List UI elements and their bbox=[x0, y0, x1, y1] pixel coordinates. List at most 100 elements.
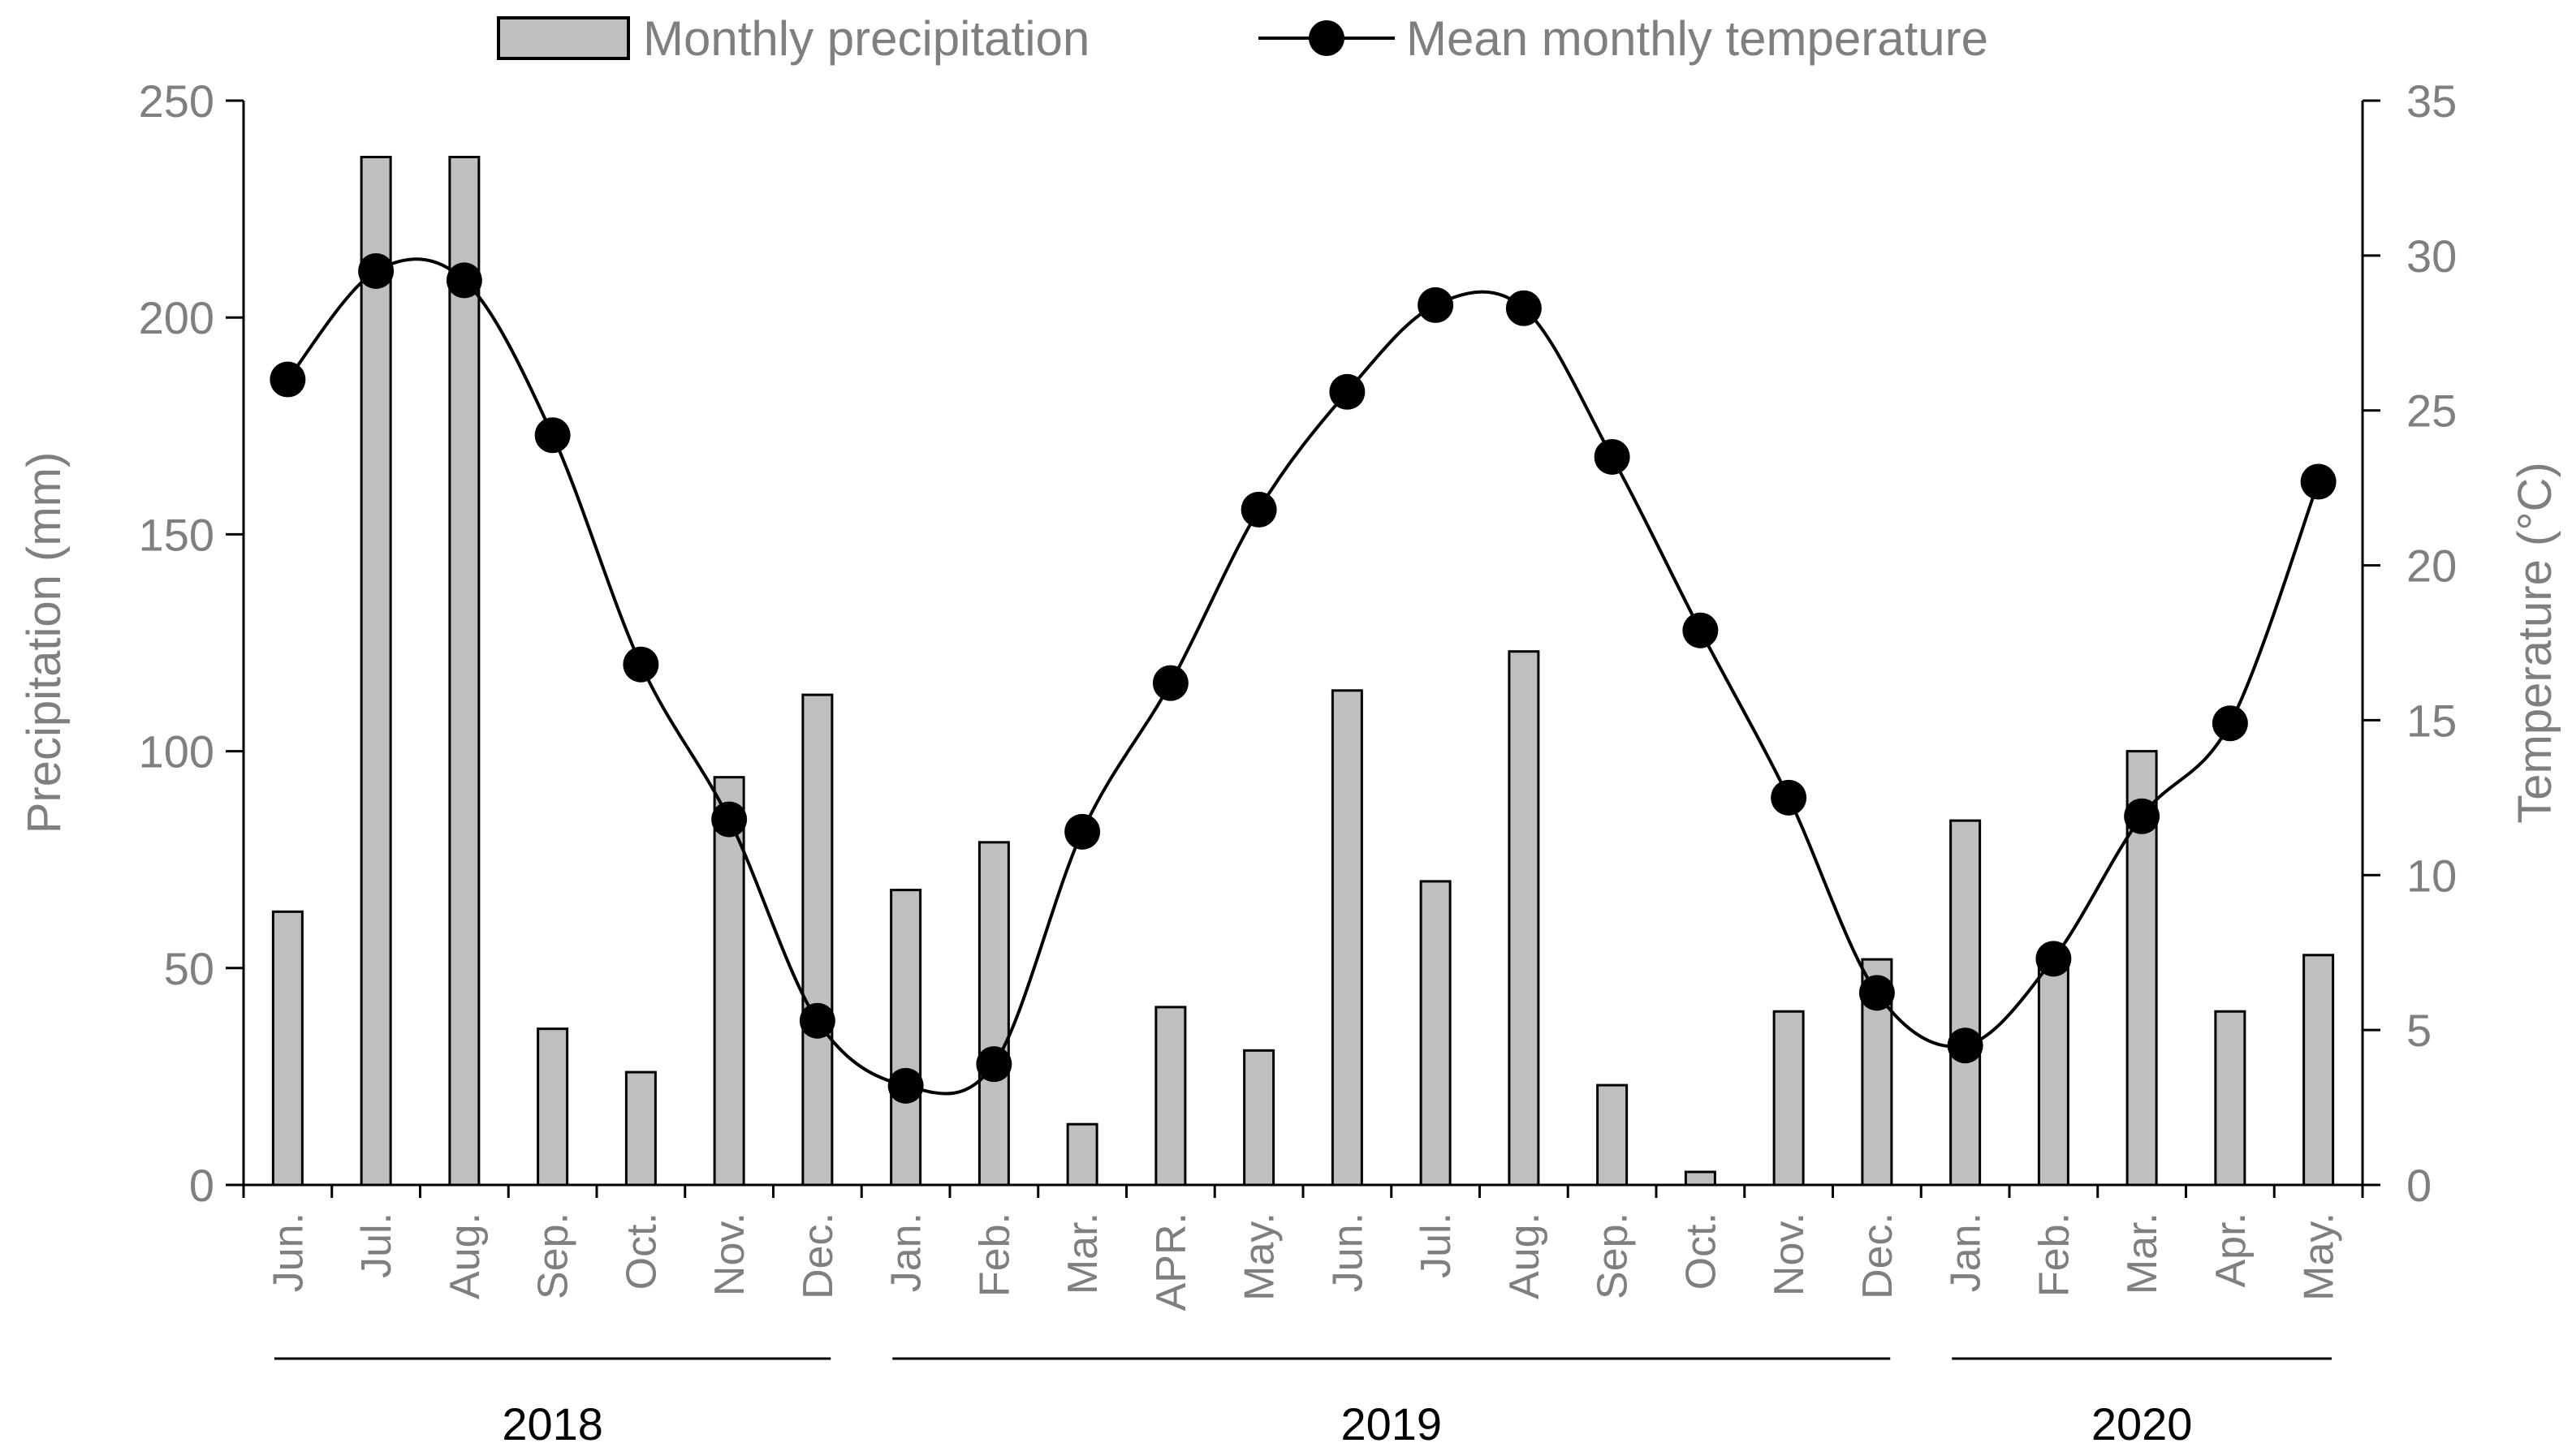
precip-bar bbox=[2214, 1010, 2246, 1187]
temperature-point bbox=[1418, 286, 1454, 323]
temperature-point bbox=[446, 262, 482, 299]
month-label: May. bbox=[2296, 1213, 2343, 1301]
month-label: Aug. bbox=[442, 1213, 489, 1299]
month-label: APR. bbox=[1148, 1213, 1195, 1311]
left-tick-label: 0 bbox=[189, 1160, 214, 1211]
temperature-point bbox=[1064, 813, 1101, 850]
precip-bar bbox=[1684, 1170, 1716, 1187]
month-label: Feb. bbox=[971, 1213, 1018, 1297]
precip-bar bbox=[1243, 1049, 1275, 1187]
right-tick-label: 10 bbox=[2406, 850, 2457, 901]
year-label: 2019 bbox=[1340, 1398, 1442, 1450]
precip-bar bbox=[1154, 1006, 1187, 1187]
left-tick-label: 200 bbox=[139, 292, 214, 343]
temperature-point bbox=[2124, 798, 2160, 834]
right-tick-label: 0 bbox=[2406, 1160, 2432, 1211]
temperature-point bbox=[2212, 705, 2248, 742]
left-tick-label: 150 bbox=[139, 509, 214, 560]
precip-bar bbox=[1419, 880, 1452, 1187]
precip-bar bbox=[1772, 1010, 1805, 1187]
legend: Monthly precipitation Mean monthly temper… bbox=[497, 11, 1988, 66]
precip-bar bbox=[1508, 650, 1540, 1187]
month-label: Dec. bbox=[1854, 1213, 1901, 1299]
temperature-point bbox=[711, 801, 748, 838]
legend-point-swatch bbox=[1309, 20, 1344, 56]
temperature-point bbox=[2300, 463, 2337, 500]
precip-bar bbox=[360, 155, 392, 1187]
month-label: Feb. bbox=[2030, 1213, 2078, 1297]
legend-bar-swatch bbox=[497, 16, 630, 60]
precip-bar bbox=[624, 1070, 657, 1187]
left-tick-label: 250 bbox=[139, 75, 214, 127]
month-label: Nov. bbox=[1766, 1213, 1813, 1296]
temperature-point bbox=[1947, 1027, 1983, 1064]
month-label: Jul. bbox=[353, 1213, 400, 1278]
temperature-point bbox=[1858, 975, 1895, 1011]
precip-bar bbox=[2037, 967, 2069, 1187]
temperature-point bbox=[2035, 941, 2072, 977]
precip-bar bbox=[2302, 954, 2335, 1187]
temperature-point bbox=[1771, 779, 1807, 816]
precip-bar bbox=[1949, 819, 1982, 1187]
month-label: Sep. bbox=[1590, 1213, 1637, 1299]
temperature-point bbox=[1329, 373, 1366, 410]
temperature-point bbox=[1505, 290, 1542, 326]
precip-bar bbox=[1331, 689, 1363, 1187]
right-tick-label: 20 bbox=[2406, 541, 2457, 592]
temperature-point bbox=[1241, 491, 1277, 528]
precip-bar bbox=[448, 155, 481, 1187]
temperature-point bbox=[1152, 665, 1189, 701]
right-axis-title: Temperature (°C) bbox=[2509, 462, 2561, 823]
temperature-point bbox=[534, 417, 571, 454]
precip-bar bbox=[1596, 1083, 1629, 1187]
month-label: Aug. bbox=[1501, 1213, 1548, 1299]
temperature-point bbox=[358, 252, 395, 289]
temperature-point bbox=[1594, 438, 1630, 475]
temperature-point bbox=[270, 361, 306, 398]
month-label: Apr. bbox=[2207, 1213, 2255, 1288]
month-label: Jan. bbox=[1943, 1213, 1990, 1292]
precipitation-bars bbox=[271, 155, 2335, 1187]
left-tick-label: 50 bbox=[164, 943, 214, 994]
axis-labels: 0 50 100 150 200 250 0 5 10 15 20 25 30 35 Jun. Jul. Aug… bbox=[18, 75, 2561, 1450]
month-label: Oct. bbox=[1677, 1213, 1724, 1290]
precip-bar bbox=[537, 1027, 569, 1187]
month-label: May. bbox=[1236, 1213, 1284, 1301]
month-label: Mar. bbox=[1059, 1213, 1107, 1294]
month-label: Jun. bbox=[265, 1213, 312, 1292]
right-tick-label: 15 bbox=[2406, 695, 2457, 746]
temperature-curve bbox=[286, 257, 2320, 1096]
left-axis-title: Precipitation (mm) bbox=[18, 452, 71, 834]
precip-bar bbox=[271, 910, 304, 1187]
month-label: Jan. bbox=[883, 1213, 930, 1292]
right-tick-label: 30 bbox=[2406, 230, 2457, 282]
legend-label-precipitation: Monthly precipitation bbox=[643, 11, 1090, 66]
month-label: Sep. bbox=[530, 1213, 577, 1299]
legend-label-temperature: Mean monthly temperature bbox=[1406, 11, 1988, 66]
precip-bar bbox=[1066, 1122, 1098, 1187]
temperature-point bbox=[1682, 612, 1719, 648]
precip-bar bbox=[713, 776, 745, 1187]
year-label: 2018 bbox=[502, 1398, 603, 1450]
month-label: Jul. bbox=[1413, 1213, 1460, 1278]
right-tick-label: 25 bbox=[2406, 386, 2457, 437]
right-tick-label: 35 bbox=[2406, 75, 2457, 127]
temperature-point bbox=[799, 1002, 835, 1039]
precip-bar bbox=[890, 889, 922, 1187]
temperature-point bbox=[623, 646, 659, 683]
axes bbox=[226, 99, 2380, 1360]
month-label: Oct. bbox=[618, 1213, 665, 1290]
temperature-point bbox=[887, 1067, 924, 1104]
temperature-line bbox=[270, 252, 2337, 1104]
month-label: Mar. bbox=[2119, 1213, 2166, 1294]
month-label: Nov. bbox=[706, 1213, 753, 1296]
temperature-point bbox=[976, 1046, 1012, 1083]
month-label: Dec. bbox=[795, 1213, 842, 1299]
right-tick-label: 5 bbox=[2406, 1005, 2432, 1056]
month-label: Jun. bbox=[1324, 1213, 1371, 1292]
precip-bar bbox=[977, 841, 1010, 1187]
precip-bar bbox=[801, 693, 834, 1187]
left-tick-label: 100 bbox=[139, 726, 214, 778]
year-label: 2020 bbox=[2091, 1398, 2193, 1450]
